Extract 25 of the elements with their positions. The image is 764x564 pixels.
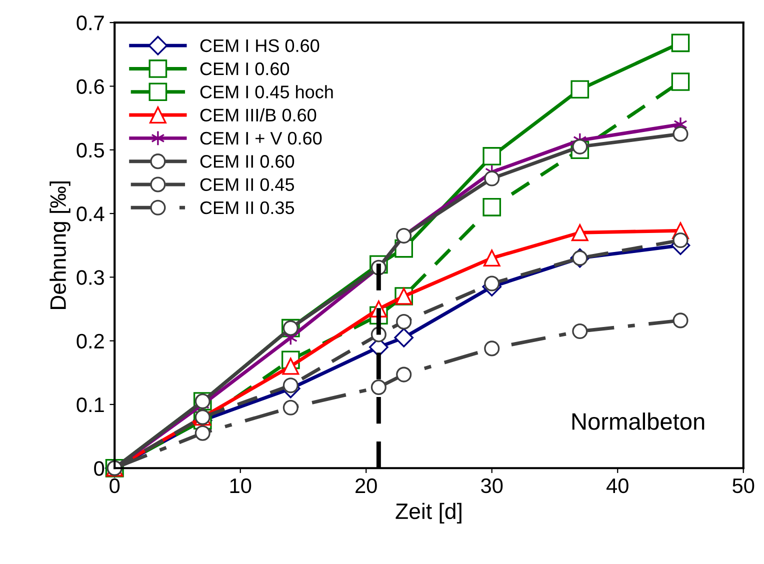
y-tick-label: 0.5 [76, 142, 104, 158]
y-tick-label: 0 [94, 461, 104, 476]
x-tick-label: 50 [732, 478, 754, 494]
y-axis-title: Dehnung [‰] [50, 181, 70, 309]
y-tick-label: 0.4 [76, 206, 104, 222]
x-tick-label: 30 [481, 478, 503, 494]
legend-label: CEM I + V 0.60 [200, 132, 322, 145]
annotation: Normalbeton [572, 412, 704, 430]
x-tick-label: 20 [356, 478, 377, 494]
y-tick-label: 0.7 [76, 16, 104, 30]
legend-label: CEM I 0.60 [200, 62, 290, 76]
x-axis-title: Zeit [d] [396, 502, 462, 524]
x-tick-label: 40 [606, 478, 628, 494]
x-tick-label: 0 [110, 478, 120, 494]
legend-label: CEM I 0.45 hoch [200, 85, 333, 98]
y-tick-label: 0.2 [76, 334, 104, 349]
y-tick-label: 0.3 [76, 270, 104, 285]
legend-label: CEM II 0.60 [200, 155, 294, 168]
legend-label: CEM I HS 0.60 [200, 39, 320, 52]
legend-label: CEM III/B 0.60 [200, 108, 316, 122]
x-tick-label: 10 [230, 478, 252, 494]
legend-label: CEM II 0.45 [200, 178, 294, 191]
legend-label: CEM II 0.35 [200, 201, 294, 214]
y-tick-label: 0.1 [76, 397, 104, 412]
y-tick-label: 0.6 [76, 79, 104, 94]
